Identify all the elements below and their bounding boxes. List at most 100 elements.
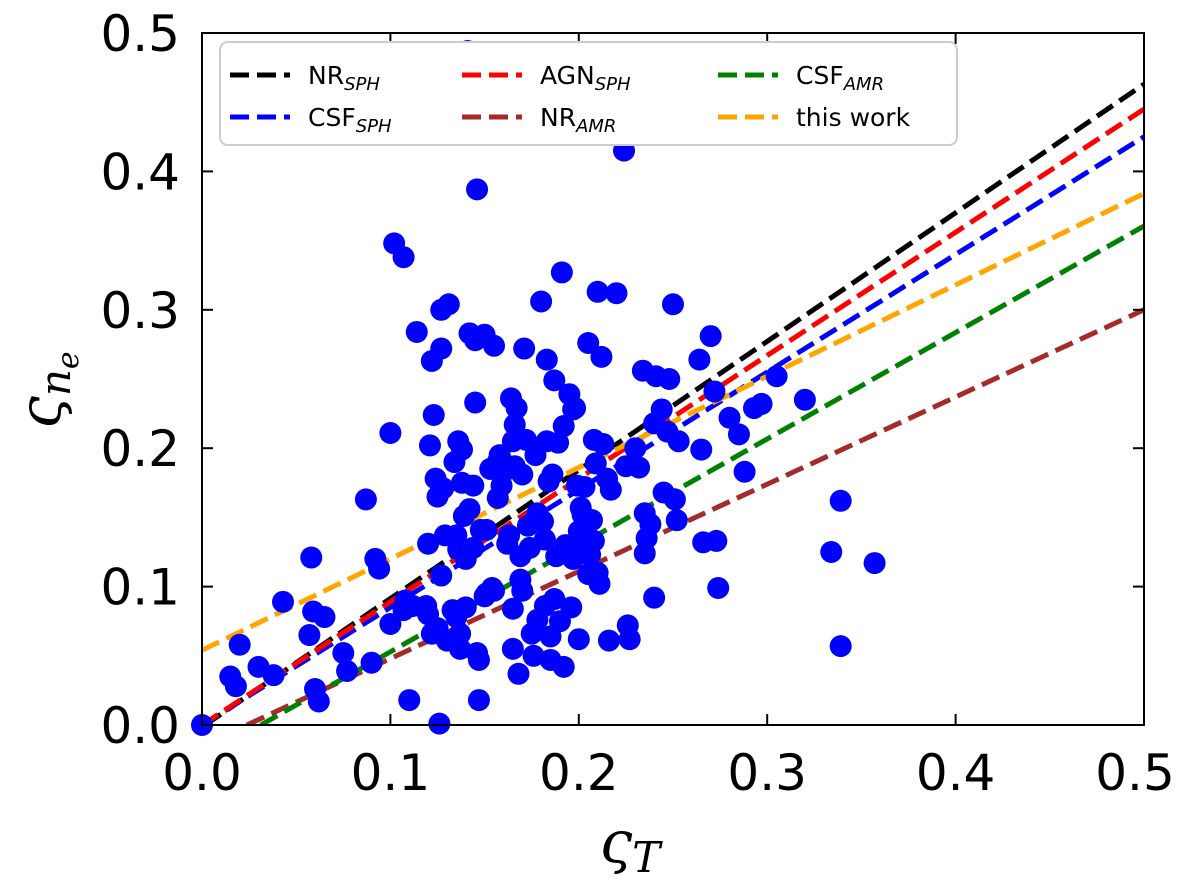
scatter-point-11: [307, 690, 330, 713]
scatter-point-22: [392, 246, 415, 269]
scatter-point-146: [584, 452, 607, 475]
x-axis-symbol: ς: [600, 808, 633, 876]
legend: NRSPH AGNSPH CSFAMR CSFSPH NRAMR this work: [219, 41, 958, 146]
scatter-point-14: [336, 660, 359, 683]
scatter-point-177: [667, 430, 690, 453]
scatter-point-3: [228, 633, 251, 656]
scatter-point-160: [624, 437, 647, 460]
tick-labels: 0.0 0.1 0.2 0.3 0.4 0.5 0.0 0.1 0.2 0.3 0.4 0.5: [100, 5, 1174, 802]
scatter-point-98: [511, 579, 534, 602]
scatter-point-159: [618, 628, 641, 651]
fit-line-5: [202, 191, 1144, 653]
scatter-point-154: [599, 478, 622, 501]
scatter-point-42: [432, 477, 455, 500]
scatter-point-128: [560, 596, 583, 619]
scatter-point-68: [467, 648, 490, 671]
y-axis-subscript: n: [31, 369, 80, 396]
scatter-point-97: [511, 463, 534, 486]
legend-label-2: CSFAMR: [796, 61, 884, 95]
x-tick-label-0: 0.0: [162, 744, 242, 802]
scatter-point-131: [564, 397, 587, 420]
y-tick-label-0: 0.0: [100, 697, 180, 755]
legend-label-4: NRAMR: [540, 103, 616, 137]
scatter-point-149: [588, 572, 611, 595]
fit-line-2: [202, 107, 1144, 725]
scatter-point-147: [586, 280, 609, 303]
scatter-point-185: [718, 406, 741, 429]
scatter-point-112: [535, 348, 558, 371]
scatter-point-183: [705, 529, 728, 552]
scatter-point-90: [501, 637, 524, 660]
scatter-point-161: [628, 456, 651, 479]
scatter-point-20: [379, 421, 402, 444]
scatter-point-104: [522, 644, 545, 667]
scatter-point-118: [543, 369, 566, 392]
scatter-point-34: [422, 403, 445, 426]
scatter-point-179: [690, 438, 713, 461]
scatter-point-119: [543, 588, 566, 611]
scatter-point-38: [428, 712, 451, 735]
scatter-point-53: [449, 637, 472, 660]
y-axis-subsubscript: e: [51, 351, 86, 369]
scatter-point-170: [650, 398, 673, 421]
x-axis-subscript: T: [632, 833, 663, 882]
plot-frame: [201, 32, 1145, 726]
scatter-point-134: [567, 628, 590, 651]
scatter-point-52: [449, 622, 472, 645]
scatter-point-181: [699, 325, 722, 348]
scatter-point-189: [750, 392, 773, 415]
scatter-point-93: [505, 397, 528, 420]
scatter-point-19: [379, 612, 402, 635]
scatter-point-61: [458, 498, 481, 521]
scatter-point-40: [430, 337, 453, 360]
x-axis-title: ςT: [600, 808, 663, 882]
scatter-point-143: [580, 509, 603, 532]
scatter-point-192: [820, 541, 843, 563]
scatter-point-27: [405, 320, 428, 343]
scatter-point-58: [454, 596, 477, 619]
scatter-point-7: [298, 624, 321, 647]
scatter-point-155: [605, 282, 628, 305]
scatter-point-41: [430, 564, 453, 587]
scatter-point-16: [360, 651, 383, 674]
scatter-point-153: [597, 629, 620, 652]
x-tick-label-2: 0.2: [539, 744, 619, 802]
scatter-point-125: [552, 655, 575, 678]
scatter-point-54: [450, 438, 473, 461]
scatter-point-117: [541, 463, 564, 486]
scatter-point-6: [272, 590, 295, 613]
scatter-point-123: [550, 261, 573, 284]
scatter-point-62: [462, 474, 485, 497]
y-axis-title: ςne: [6, 351, 86, 428]
scatter-point-77: [483, 334, 506, 357]
scatter-point-66: [466, 178, 489, 201]
scatter-point-18: [368, 557, 391, 580]
scatter-point-176: [665, 509, 688, 532]
scatter-point-191: [793, 388, 816, 411]
fit-line-3: [245, 307, 1144, 725]
scatter-point-94: [507, 662, 530, 685]
y-tick-label-1: 0.1: [100, 559, 180, 617]
scatter-point-5: [262, 664, 285, 687]
scatter-point-186: [727, 423, 750, 446]
scatter-point-111: [533, 528, 556, 551]
scatter-point-91: [503, 413, 526, 436]
legend-label-5: this work: [796, 103, 911, 132]
scatter-point-108: [530, 290, 553, 313]
legend-label-3: CSFSPH: [308, 103, 392, 137]
fit-lines: [202, 82, 1144, 725]
scatter-point-150: [590, 345, 613, 368]
scatter-point-78: [483, 579, 506, 602]
fit-line-4: [259, 223, 1144, 725]
scatter-point-65: [464, 391, 487, 414]
scatter-point-31: [418, 434, 441, 457]
scatter-point-190: [765, 365, 788, 388]
scatter-point-175: [663, 488, 686, 511]
scatter-point-141: [577, 332, 600, 355]
scatter-point-2: [224, 675, 247, 698]
y-tick-label-3: 0.3: [100, 282, 180, 340]
ticks: [201, 32, 1145, 726]
scatter-point-184: [707, 576, 730, 599]
scatter-point-8: [300, 546, 323, 569]
